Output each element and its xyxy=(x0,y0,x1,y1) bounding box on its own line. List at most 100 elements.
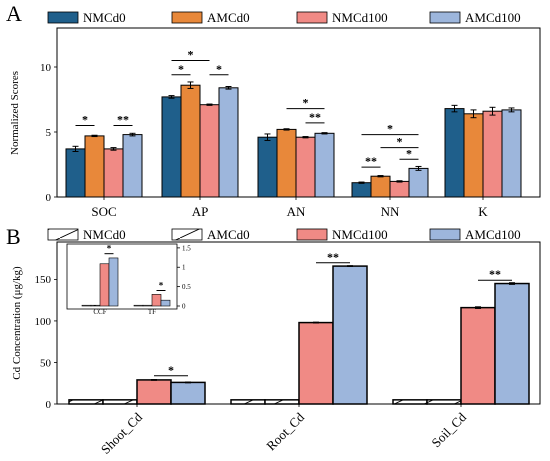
legend-swatch-nmcd100 xyxy=(296,11,328,24)
x-tick-label-root_cd: Root_Cd xyxy=(263,409,307,453)
bar-amcd0-root_cd xyxy=(264,399,300,405)
significance-marker: * xyxy=(406,146,412,160)
bar-nmcd100-an xyxy=(295,136,316,198)
legend-swatch-amcd0 xyxy=(171,228,203,241)
bar-amcd0-an xyxy=(276,128,297,198)
bar-nmcd0-an xyxy=(257,136,278,198)
significance-marker: ** xyxy=(327,250,339,264)
x-tick-label-ap: AP xyxy=(192,204,209,219)
bar-amcd0-tf xyxy=(142,304,153,307)
bar-amcd100-ccf xyxy=(108,257,119,307)
legend-swatch-amcd100 xyxy=(429,11,461,24)
legend-label-amcd0: AMCd0 xyxy=(207,10,250,25)
x-tick-label-shoot_cd: Shoot_Cd xyxy=(98,409,146,457)
y-tick-label: 0 xyxy=(182,302,186,310)
y-tick-label: 5 xyxy=(46,127,52,139)
legend-label-amcd100: AMCd100 xyxy=(465,10,521,25)
x-tick-label-soc: SOC xyxy=(91,204,116,219)
bar-nmcd100-soc xyxy=(103,148,124,198)
bar-amcd100-soc xyxy=(122,134,143,198)
significance-marker: * xyxy=(216,62,222,76)
bar-amcd100-soil_cd xyxy=(494,282,530,405)
bar-nmcd0-k xyxy=(444,108,465,198)
bar-nmcd100-k xyxy=(482,110,503,198)
legend-label-amcd100: AMCd100 xyxy=(465,227,521,242)
bar-amcd100-tf xyxy=(160,299,171,307)
significance-marker: ** xyxy=(365,154,377,168)
y-tick-label: 1 xyxy=(182,264,186,272)
y-tick-label: 0 xyxy=(46,192,52,204)
significance-marker: * xyxy=(397,135,403,149)
y-tick-label: 0 xyxy=(46,399,52,411)
significance-marker: * xyxy=(188,48,194,62)
significance-marker: * xyxy=(168,363,174,377)
y-tick-label: 100 xyxy=(35,316,52,328)
bar-amcd100-nn xyxy=(408,167,429,198)
significance-marker: * xyxy=(387,122,393,136)
y-tick-label: 50 xyxy=(40,357,52,369)
panel-a-legend: NMCd0 AMCd0 NMCd100 AMCd100 xyxy=(47,10,521,25)
x-tick-label-soil_cd: Soil_Cd xyxy=(428,409,469,450)
y-tick-label: 150 xyxy=(35,274,52,286)
panel-a-y-axis-label: Normalized Scores xyxy=(9,71,21,155)
bar-amcd0-soil_cd xyxy=(426,399,462,405)
legend-swatch-nmcd0 xyxy=(47,228,79,241)
panel-b-legend: NMCd0 AMCd0 NMCd100 AMCd100 xyxy=(47,227,521,242)
bar-nmcd0-nn xyxy=(351,182,372,198)
bar-amcd100-k xyxy=(501,109,522,198)
bar-nmcd100-shoot_cd xyxy=(136,379,172,405)
bar-amcd100-ap xyxy=(218,87,239,198)
bar-amcd0-k xyxy=(463,113,484,198)
x-tick-label-k: K xyxy=(478,204,488,219)
legend-label-nmcd0: NMCd0 xyxy=(83,10,126,25)
legend-swatch-amcd0 xyxy=(171,11,203,24)
bar-nmcd0-ap xyxy=(161,96,182,198)
bar-nmcd0-soil_cd xyxy=(392,399,428,405)
panel-a-letter: A xyxy=(6,1,22,26)
legend-label-nmcd100: NMCd100 xyxy=(332,10,388,25)
legend-swatch-amcd100 xyxy=(429,228,461,241)
panel-b-y-axis-label: Cd Concentration (μg/kg) xyxy=(11,266,23,380)
legend-label-nmcd100: NMCd100 xyxy=(332,227,388,242)
bar-nmcd0-shoot_cd xyxy=(68,399,104,405)
panel-b-chart: B NMCd0 AMCd0 NMCd100 AMCd100 Cd Concentrat… xyxy=(6,224,541,457)
bar-amcd0-ccf xyxy=(90,304,101,307)
bar-amcd0-ap xyxy=(180,84,201,198)
significance-marker: * xyxy=(159,281,164,291)
bar-amcd0-shoot_cd xyxy=(102,399,138,405)
y-tick-label: 10 xyxy=(40,62,52,74)
x-tick-label-nn: NN xyxy=(381,204,400,219)
bar-amcd100-an xyxy=(314,132,335,198)
bar-amcd0-soc xyxy=(84,135,105,198)
bar-nmcd100-root_cd xyxy=(298,321,334,405)
x-tick-label-an: AN xyxy=(287,204,306,219)
bar-nmcd100-soil_cd xyxy=(460,306,496,405)
legend-label-amcd0: AMCd0 xyxy=(207,227,250,242)
significance-marker: * xyxy=(82,113,88,127)
bar-nmcd0-ccf xyxy=(81,304,92,307)
bar-nmcd0-tf xyxy=(133,304,144,307)
bar-nmcd100-tf xyxy=(151,294,162,307)
x-tick-label-tf: TF xyxy=(148,308,156,316)
significance-marker: * xyxy=(178,62,184,76)
significance-marker: * xyxy=(107,244,112,254)
legend-label-nmcd0: NMCd0 xyxy=(83,227,126,242)
panel-b-inset-chart: 0 0.5 1 1.5 CCF TF * * xyxy=(66,243,191,316)
panel-b-letter: B xyxy=(6,224,21,249)
bar-nmcd100-ap xyxy=(199,104,220,198)
significance-marker: * xyxy=(303,96,309,110)
panel-a-chart: A NMCd0 AMCd0 NMCd100 AMCd100 Normalized Sc… xyxy=(6,1,541,219)
bar-amcd100-root_cd xyxy=(332,265,368,405)
significance-marker: ** xyxy=(117,113,129,127)
bar-nmcd0-root_cd xyxy=(230,399,266,405)
bar-amcd100-shoot_cd xyxy=(170,381,206,405)
bar-nmcd100-ccf xyxy=(99,263,110,307)
legend-swatch-nmcd100 xyxy=(296,228,328,241)
significance-marker: ** xyxy=(309,110,321,124)
inset-plot: 0 0.5 1 1.5 CCF TF * * xyxy=(81,244,191,316)
y-tick-label: 0.5 xyxy=(182,283,191,291)
legend-swatch-nmcd0 xyxy=(47,11,79,24)
bar-amcd0-nn xyxy=(370,175,391,198)
